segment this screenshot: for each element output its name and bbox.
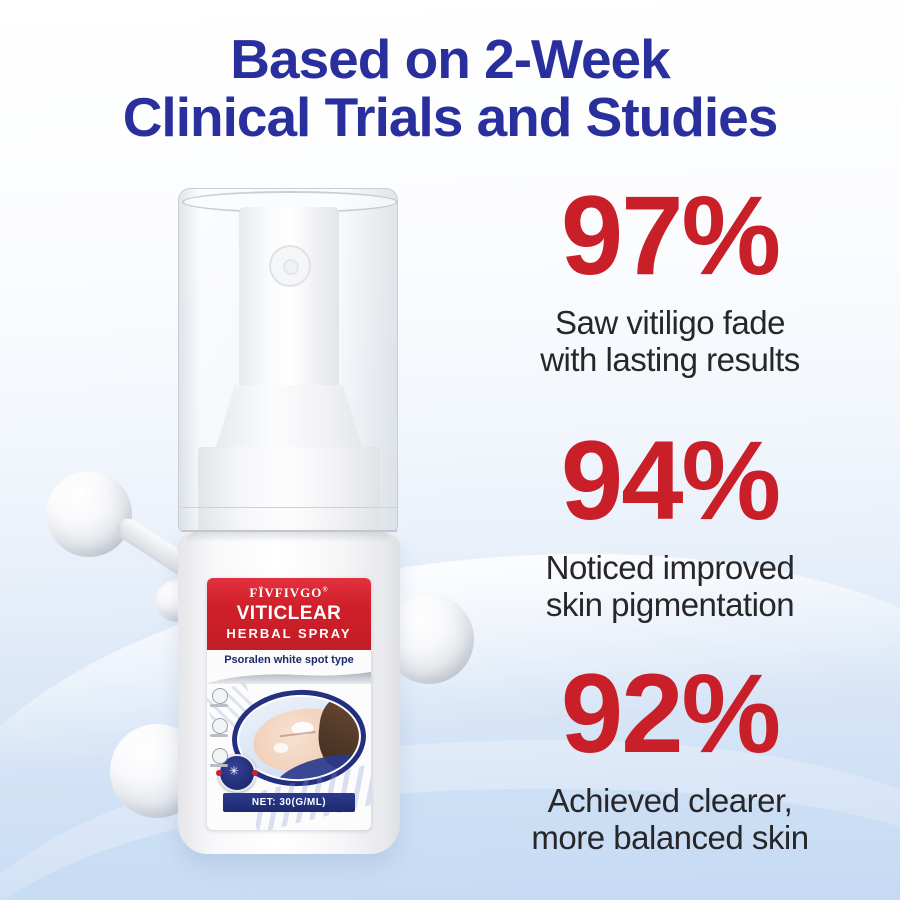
brand-name: FÏVFIVGO®	[207, 585, 371, 601]
label-feature-icon-3	[212, 748, 228, 764]
stat-caption: Achieved clearer, more balanced skin	[452, 782, 888, 857]
stat-block-1: 97% Saw vitiligo fade with lasting resul…	[452, 180, 888, 379]
stat-caption-line: Achieved clearer,	[547, 782, 793, 819]
label-feature-caption-1	[210, 704, 228, 707]
bottle-body: FÏVFIVGO® VITICLEAR HERBAL SPRAY Psorale…	[178, 532, 400, 854]
nozzle-circle	[269, 245, 311, 287]
product-name: VITICLEAR	[236, 603, 342, 624]
nozzle-orifice	[283, 259, 299, 275]
stat-block-3: 92% Achieved clearer, more balanced skin	[452, 658, 888, 857]
registered-mark: ®	[322, 585, 329, 594]
label-subtitle: Psoralen white spot type	[207, 650, 371, 671]
stat-value: 97%	[560, 173, 781, 298]
stat-value: 92%	[560, 651, 781, 776]
badge-dot-icon	[252, 770, 258, 776]
molecule-ball-large	[46, 471, 132, 557]
spray-collar	[216, 385, 362, 447]
label-feature-caption-3	[210, 764, 228, 767]
stat-caption-line: with lasting results	[540, 341, 800, 379]
product-bottle: FÏVFIVGO® VITICLEAR HERBAL SPRAY Psorale…	[178, 188, 400, 854]
headline-line-1: Based on 2-Week	[230, 28, 670, 90]
cap-seam	[181, 507, 397, 508]
stat-block-2: 94% Noticed improved skin pigmentation	[452, 425, 888, 624]
product-name-sub: HERBAL SPRAY	[226, 626, 352, 641]
label-silver-swoosh	[207, 672, 371, 684]
net-content-bar: NET: 30(G/ML)	[223, 793, 355, 812]
spray-nozzle-stem	[239, 207, 339, 385]
label-feature-icon-2	[212, 718, 228, 734]
stat-caption: Saw vitiligo fade with lasting results	[452, 304, 888, 379]
headline-line-2: Clinical Trials and Studies	[122, 86, 779, 149]
stat-caption: Noticed improved skin pigmentation	[452, 549, 888, 624]
badge-emblem-icon: ✳	[229, 764, 240, 778]
bottle-clear-cap	[178, 188, 398, 532]
stat-caption-line: Saw vitiligo fade	[555, 304, 785, 341]
brand-text: FÏVFIVGO	[249, 585, 323, 600]
stat-caption-line: Noticed improved	[545, 549, 795, 586]
headline: Based on 2-Week Clinical Trials and Stud…	[0, 30, 900, 147]
spray-base	[198, 447, 380, 531]
label-red-header: FÏVFIVGO® VITICLEAR HERBAL SPRAY	[207, 578, 371, 650]
badge-dot-icon	[216, 770, 222, 776]
stat-caption-line: skin pigmentation	[545, 586, 795, 624]
label-feature-icon-1	[212, 688, 228, 704]
label-feature-caption-2	[210, 734, 228, 737]
cap-bottom-edge	[181, 530, 397, 532]
label-illustration-zone: ✳	[207, 682, 371, 830]
stat-caption-line: more balanced skin	[531, 819, 809, 857]
product-label: FÏVFIVGO® VITICLEAR HERBAL SPRAY Psorale…	[207, 578, 371, 830]
stat-value: 94%	[560, 418, 781, 543]
